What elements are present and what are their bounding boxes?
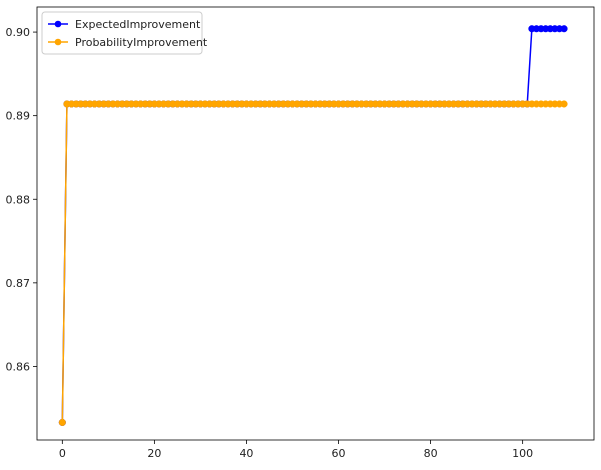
y-tick-label: 0.86 bbox=[6, 360, 31, 373]
x-tick-label: 0 bbox=[59, 447, 66, 460]
x-tick-label: 40 bbox=[239, 447, 253, 460]
data-point bbox=[58, 418, 66, 427]
legend: ExpectedImprovement ProbabilityImprovemen… bbox=[41, 11, 208, 55]
legend-item: ProbabilityImprovement bbox=[48, 36, 208, 49]
x-tick-label: 80 bbox=[424, 447, 438, 460]
y-tick-label: 0.90 bbox=[6, 26, 31, 39]
legend-item: ExpectedImprovement bbox=[48, 18, 201, 31]
y-tick-label: 0.88 bbox=[6, 193, 31, 206]
legend-label: ProbabilityImprovement bbox=[75, 36, 208, 49]
axes: 0 20 40 60 80 100 0.86 0.87 0.88 0.89 0.90 bbox=[6, 6, 595, 460]
data-point bbox=[560, 25, 568, 33]
y-tick-label: 0.87 bbox=[6, 277, 31, 290]
series-1 bbox=[58, 100, 568, 427]
legend-marker bbox=[54, 20, 62, 28]
x-tick-label: 100 bbox=[512, 447, 533, 460]
plot-marks bbox=[58, 25, 568, 427]
legend-marker bbox=[54, 38, 62, 46]
axes-frame bbox=[36, 6, 595, 441]
data-point bbox=[560, 100, 568, 108]
legend-box bbox=[41, 11, 203, 55]
legend-label: ExpectedImprovement bbox=[75, 18, 201, 31]
y-tick-label: 0.89 bbox=[6, 110, 31, 123]
x-tick-label: 20 bbox=[147, 447, 161, 460]
x-tick-label: 60 bbox=[332, 447, 346, 460]
